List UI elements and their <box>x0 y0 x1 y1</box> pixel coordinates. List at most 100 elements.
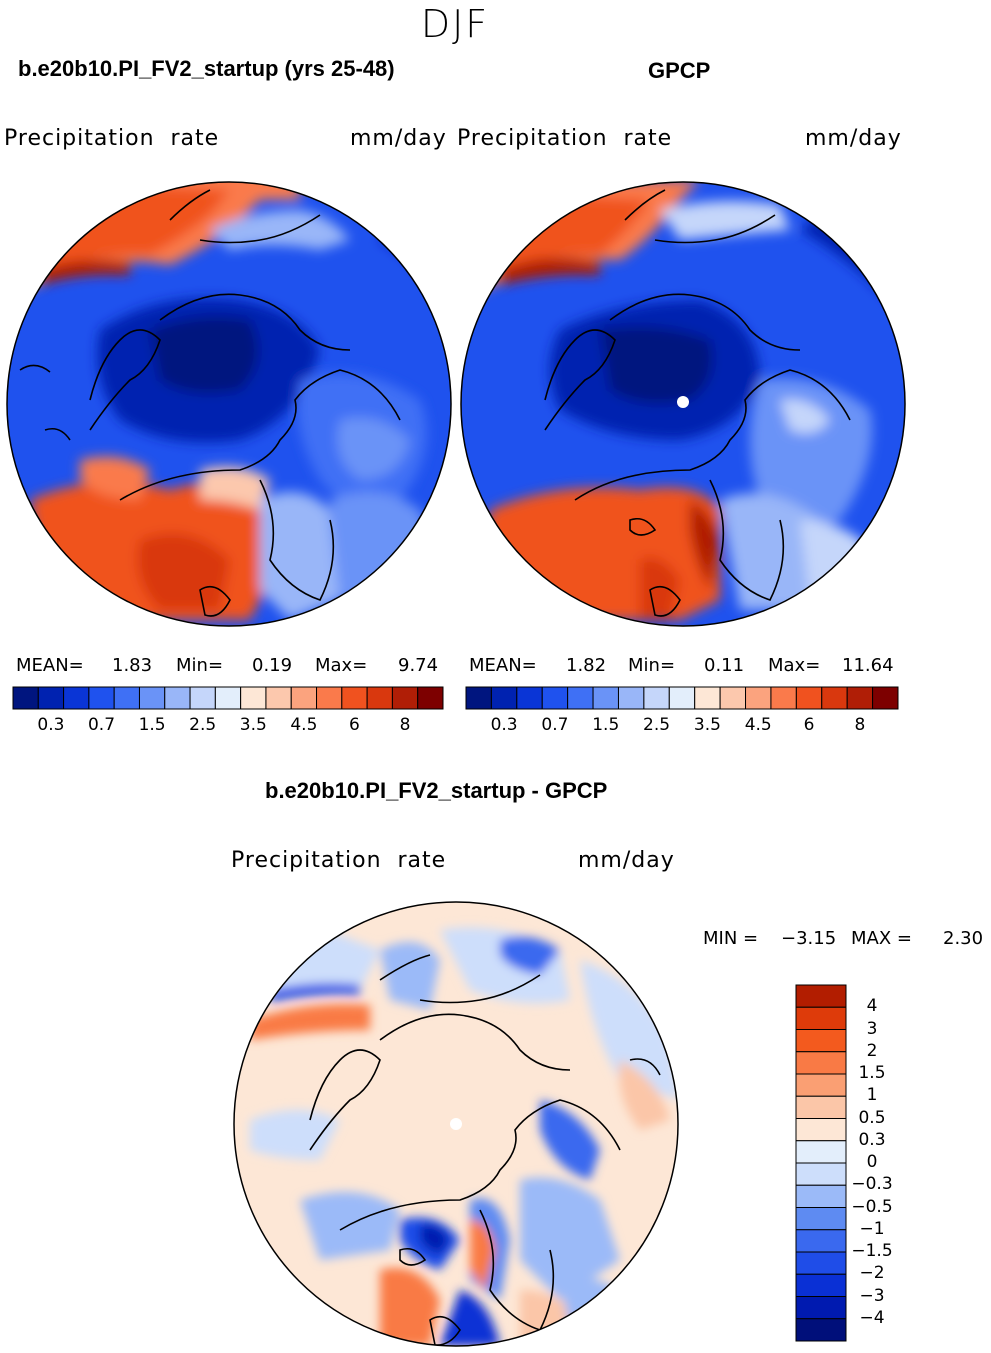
obs-colorbar-tick-label: 0.3 <box>490 715 518 735</box>
difference-max-value: 2.30 <box>943 928 984 949</box>
obs-colorbar-cell <box>516 686 543 710</box>
difference-colorbar-tick-label: −0.3 <box>851 1174 893 1195</box>
difference-units-label: mm/day <box>578 848 675 873</box>
difference-min-label: MIN = <box>703 928 759 949</box>
model-max-value: 9.74 <box>398 655 439 676</box>
difference-colorbar-cell <box>795 1318 847 1342</box>
model-colorbar-cell <box>341 686 368 710</box>
model-colorbar-tick-label: 0.7 <box>87 715 116 735</box>
obs-mean-label: MEAN= <box>469 655 537 676</box>
obs-colorbar-tick-label: 3.5 <box>693 715 721 735</box>
difference-colorbar-tick-label: −0.5 <box>851 1196 893 1217</box>
obs-colorbar-cell <box>617 686 645 710</box>
difference-colorbar-tick-label: 1.5 <box>858 1063 886 1083</box>
model-colorbar-cell <box>138 686 166 710</box>
model-colorbar <box>12 686 444 710</box>
model-colorbar-cell <box>391 686 419 710</box>
difference-colorbar-tick-label: 0.5 <box>858 1107 886 1128</box>
difference-map-boundary <box>233 901 679 1347</box>
difference-colorbar-cell <box>795 1162 847 1186</box>
difference-panel-title: b.e20b10.PI_FV2_startup - GPCP <box>265 778 608 803</box>
model-map <box>7 182 451 626</box>
model-colorbar-tick-label: 2.5 <box>189 715 217 735</box>
difference-colorbar-cell <box>795 1184 847 1208</box>
obs-min-label: Min= <box>628 655 676 676</box>
difference-colorbar <box>795 984 847 1342</box>
difference-colorbar-cell <box>795 1207 847 1231</box>
obs-colorbar-cell <box>719 686 747 710</box>
difference-colorbar-tick-label: −3 <box>859 1285 885 1306</box>
obs-colorbar-cell <box>795 686 823 710</box>
difference-colorbar-cell <box>795 1029 847 1053</box>
model-colorbar-tick-label: 0.3 <box>37 715 65 735</box>
model-colorbar-cell <box>37 686 65 710</box>
obs-min-value: 0.11 <box>704 655 745 676</box>
obs-panel-title: GPCP <box>648 58 711 83</box>
obs-colorbar-tick-label: 1.5 <box>592 715 620 735</box>
model-mean-value: 1.83 <box>112 655 153 676</box>
model-colorbar-cell <box>12 686 39 710</box>
model-colorbar-cell <box>214 686 242 710</box>
model-colorbar-cell <box>366 686 393 710</box>
difference-colorbar-cell <box>795 1296 847 1320</box>
obs-colorbar-tick-label: 4.5 <box>744 715 772 735</box>
difference-colorbar-cell <box>795 984 847 1008</box>
model-units-label: mm/day <box>350 126 447 151</box>
obs-colorbar-tick-label: 0.7 <box>541 715 569 735</box>
model-colorbar-tick-label: 6 <box>349 715 360 735</box>
difference-colorbar-cell <box>795 1140 847 1164</box>
difference-colorbar-tick-label: 4 <box>866 996 878 1017</box>
difference-colorbar-tick-label: 1 <box>866 1085 878 1106</box>
season-title: DJF <box>420 2 490 46</box>
obs-max-label: Max= <box>768 655 821 676</box>
obs-units-label: mm/day <box>805 126 902 151</box>
obs-colorbar-cell <box>643 686 670 710</box>
model-map-boundary <box>6 181 452 627</box>
model-colorbar-cell <box>63 686 90 710</box>
obs-colorbar-tick-label: 6 <box>803 715 815 735</box>
model-colorbar-tick-label: 1.5 <box>138 715 166 735</box>
difference-min-value: −3.15 <box>781 928 837 949</box>
obs-max-value: 11.64 <box>842 655 894 676</box>
obs-colorbar-cell <box>490 686 518 710</box>
difference-colorbar-tick-label: 2 <box>866 1040 878 1061</box>
difference-colorbar-cell <box>795 1073 847 1097</box>
difference-colorbar-cell <box>795 1006 847 1030</box>
obs-colorbar-cell <box>592 686 619 710</box>
obs-colorbar-cell <box>541 686 569 710</box>
obs-map <box>461 182 905 626</box>
difference-colorbar-cell <box>795 1118 847 1142</box>
model-colorbar-cell <box>240 686 267 710</box>
obs-colorbar <box>465 686 899 710</box>
model-min-label: Min= <box>176 655 224 676</box>
obs-colorbar-cell <box>846 686 874 710</box>
model-colorbar-cell <box>290 686 318 710</box>
obs-colorbar-cell <box>770 686 797 710</box>
model-colorbar-tick-label: 3.5 <box>239 715 267 735</box>
model-colorbar-tick-label: 8 <box>399 715 411 735</box>
obs-colorbar-cell <box>872 686 899 710</box>
diff-pole-hole-marker <box>450 1118 462 1130</box>
model-colorbar-cell <box>113 686 140 710</box>
difference-colorbar-cell <box>795 1229 847 1253</box>
model-colorbar-cell <box>417 686 444 710</box>
difference-map <box>234 902 678 1346</box>
obs-variable-label: Precipitation rate <box>457 126 673 151</box>
model-min-value: 0.19 <box>252 655 293 676</box>
obs-colorbar-cell <box>821 686 848 710</box>
difference-colorbar-tick-label: 0 <box>866 1152 878 1172</box>
pole-hole-marker <box>677 396 689 408</box>
difference-variable-label: Precipitation rate <box>231 848 447 873</box>
obs-colorbar-cell <box>567 686 594 710</box>
difference-colorbar-cell <box>795 1273 847 1297</box>
obs-colorbar-tick-label: 8 <box>854 715 866 735</box>
difference-colorbar-tick-label: −2 <box>859 1263 885 1284</box>
difference-colorbar-tick-label: −4 <box>859 1307 885 1328</box>
difference-colorbar-cell <box>795 1051 847 1075</box>
obs-colorbar-tick-label: 2.5 <box>643 715 671 735</box>
model-panel-title: b.e20b10.PI_FV2_startup (yrs 25-48) <box>18 56 395 81</box>
difference-colorbar-tick-label: −1 <box>859 1218 885 1239</box>
model-colorbar-cell <box>164 686 191 710</box>
model-variable-label: Precipitation rate <box>4 126 220 151</box>
